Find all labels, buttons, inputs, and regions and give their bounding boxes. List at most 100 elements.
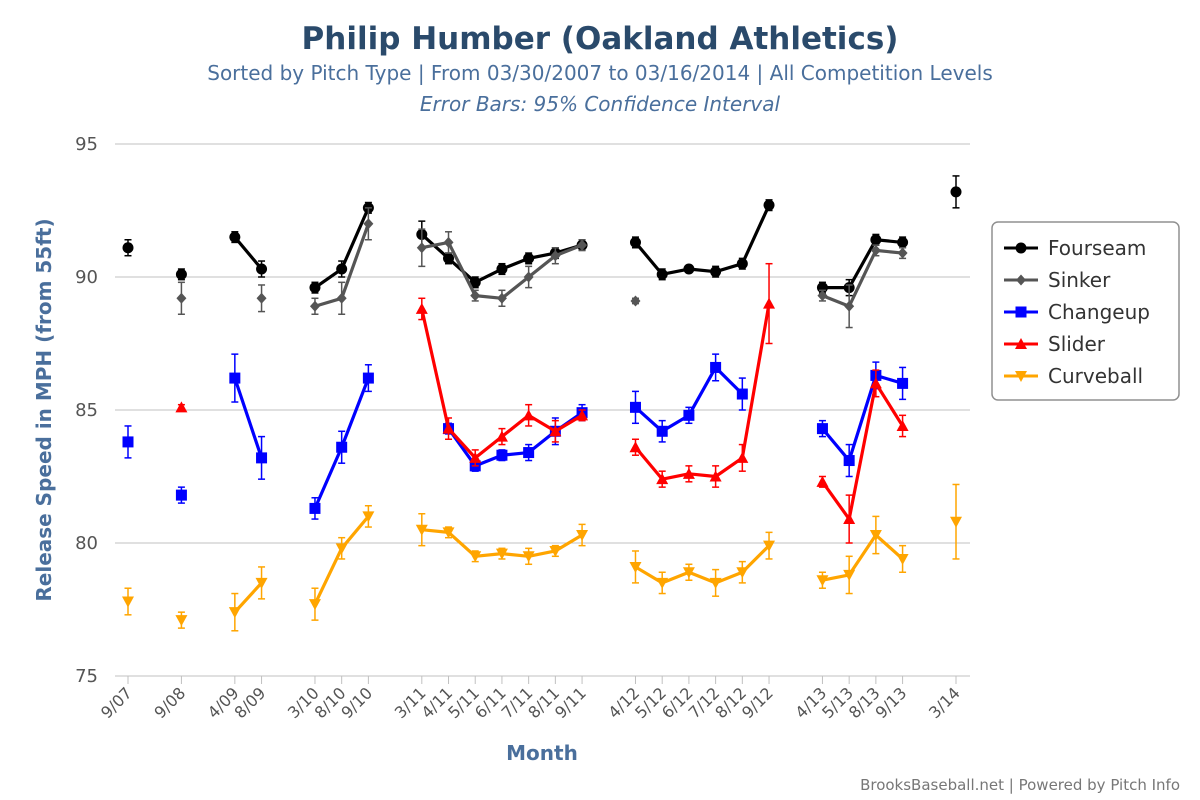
series-line-segment xyxy=(313,296,344,308)
y-tick-label: 95 xyxy=(75,134,98,155)
data-point xyxy=(415,524,428,536)
data-point xyxy=(896,419,909,431)
data-point xyxy=(656,473,669,485)
series-slider xyxy=(175,262,909,544)
x-tick-label: 9/13 xyxy=(872,683,911,722)
data-point xyxy=(469,551,482,563)
data-point xyxy=(256,452,268,464)
data-point xyxy=(522,409,535,421)
legend-item-sinker[interactable]: Sinker xyxy=(1004,268,1111,292)
data-point xyxy=(443,236,454,248)
data-point xyxy=(709,577,722,589)
x-tick-label: 9/10 xyxy=(337,683,376,722)
series-line-segment xyxy=(687,365,718,417)
data-point xyxy=(336,263,348,275)
series-line-segment xyxy=(233,376,264,460)
data-point xyxy=(682,467,695,479)
legend-item-fourseam[interactable]: Fourseam xyxy=(1004,236,1146,260)
credits: BrooksBaseball.net | Powered by Pitch In… xyxy=(860,776,1180,794)
data-point xyxy=(309,502,321,514)
data-point xyxy=(549,425,562,437)
series-line-segment xyxy=(420,307,451,431)
series-line-segment xyxy=(340,514,370,550)
data-point xyxy=(869,377,882,389)
series-line-segment xyxy=(313,546,344,606)
data-point xyxy=(817,290,828,302)
series-line-segment xyxy=(313,445,344,511)
series-line-segment xyxy=(633,240,664,276)
data-point xyxy=(496,292,507,304)
legend-item-curveball[interactable]: Curveball xyxy=(1004,364,1143,388)
series-line-segment xyxy=(473,552,504,558)
legend-marker xyxy=(1015,338,1027,349)
data-point xyxy=(843,513,856,525)
data-point xyxy=(843,455,855,467)
data-point xyxy=(870,234,882,246)
data-point xyxy=(175,489,187,501)
data-point xyxy=(682,567,695,579)
data-point xyxy=(442,422,455,434)
data-point xyxy=(256,292,267,304)
data-point xyxy=(122,596,134,608)
data-point xyxy=(523,447,535,459)
data-point xyxy=(736,388,748,400)
series-line-segment xyxy=(820,294,851,308)
data-point xyxy=(470,290,481,302)
data-point xyxy=(229,372,241,384)
series-line-segment xyxy=(847,248,878,308)
series-line-segment xyxy=(847,238,878,290)
series-line-segment xyxy=(527,254,557,279)
data-point xyxy=(736,567,749,579)
series-line-segment xyxy=(420,240,451,250)
x-tick-label: 9/07 xyxy=(97,683,136,722)
data-point xyxy=(763,199,775,211)
data-point xyxy=(176,292,187,304)
data-point xyxy=(736,258,748,270)
data-point xyxy=(656,425,668,437)
chart-subtitle: Sorted by Pitch Type | From 03/30/2007 t… xyxy=(207,61,993,85)
legend-marker xyxy=(1015,242,1027,254)
data-point xyxy=(870,244,881,256)
data-point xyxy=(629,236,641,248)
legend-label: Sinker xyxy=(1048,268,1111,292)
data-point xyxy=(897,247,908,259)
series-line-segment xyxy=(340,222,370,300)
y-tick-label: 90 xyxy=(75,267,98,288)
data-point xyxy=(523,271,534,283)
data-point xyxy=(736,451,749,463)
legend-marker xyxy=(1015,306,1027,318)
data-point xyxy=(309,300,320,312)
legend-label: Changeup xyxy=(1048,300,1150,324)
series-line-segment xyxy=(420,528,451,534)
data-point xyxy=(816,475,829,487)
legend-item-slider[interactable]: Slider xyxy=(1004,332,1106,356)
data-point xyxy=(175,401,188,413)
series-area xyxy=(122,175,962,632)
legend-item-changeup[interactable]: Changeup xyxy=(1004,300,1150,324)
legend-label: Curveball xyxy=(1048,364,1143,388)
chart-title: Philip Humber (Oakland Athletics) xyxy=(302,21,899,57)
series-line-segment xyxy=(740,302,771,460)
series-fourseam xyxy=(122,175,962,297)
data-point xyxy=(522,551,535,563)
data-point xyxy=(496,449,508,461)
data-point xyxy=(362,372,374,384)
data-point xyxy=(469,276,481,288)
legend-label: Fourseam xyxy=(1048,236,1146,260)
legend-box xyxy=(991,221,1180,401)
legend-label: Slider xyxy=(1048,332,1106,356)
data-point xyxy=(255,577,268,589)
data-point xyxy=(897,377,909,389)
series-line-segment xyxy=(847,373,878,463)
x-tick-label: 8/09 xyxy=(231,683,270,722)
series-line-segment xyxy=(500,552,531,558)
data-point xyxy=(683,409,695,421)
data-point xyxy=(362,511,375,523)
data-point xyxy=(816,423,828,435)
data-point xyxy=(843,569,856,581)
series-line-segment xyxy=(660,472,691,481)
series-line-segment xyxy=(687,472,718,479)
legend-marker xyxy=(1015,371,1027,382)
data-point xyxy=(309,282,321,294)
series-sinker xyxy=(176,207,908,329)
